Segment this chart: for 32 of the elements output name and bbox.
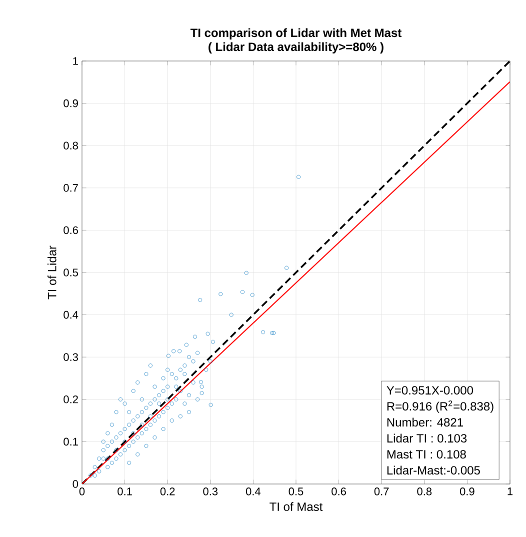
x-axis-title: TI of Mast bbox=[270, 502, 323, 511]
x-tick-label: 0.6 bbox=[332, 488, 346, 496]
annotation: Lidar TI : 0.103 bbox=[387, 434, 467, 443]
x-tick-label: 0.9 bbox=[460, 488, 474, 496]
y-tick-label: 0.7 bbox=[64, 184, 78, 192]
y-tick-label: 0.3 bbox=[64, 353, 78, 361]
x-tick-label: 0.1 bbox=[118, 488, 132, 496]
x-tick-label: 0 bbox=[79, 488, 85, 496]
x-tick-label: 0.4 bbox=[246, 488, 261, 496]
x-tick-label: 0.8 bbox=[417, 488, 432, 496]
y-tick-label: 0.9 bbox=[64, 99, 78, 108]
annotation: Mast TI : 0.108 bbox=[387, 450, 466, 459]
y-tick-label: 0.1 bbox=[64, 438, 78, 446]
y-tick-label: 0.8 bbox=[64, 142, 78, 150]
x-tick-label: 1 bbox=[508, 488, 513, 496]
y-tick-label: 0.4 bbox=[64, 310, 78, 319]
x-tick-label: 0.5 bbox=[288, 488, 304, 496]
x-tick-label: 0.7 bbox=[374, 488, 389, 496]
annotation: R=0.916 (R$^{2}$=0.838) bbox=[387, 400, 494, 413]
y-tick-label: 1 bbox=[73, 57, 78, 65]
y-tick-label: 0 bbox=[72, 480, 78, 488]
x-tick-label: 0.2 bbox=[160, 488, 175, 496]
y-axis-title: TI of Lidar bbox=[48, 246, 56, 300]
y-tick-label: 0.5 bbox=[64, 268, 78, 276]
annotation: Number: 4821 bbox=[387, 418, 463, 427]
annotation: Lidar-Mast:-0.005 bbox=[387, 466, 480, 475]
annotation: Y=0.951X-0.000 bbox=[386, 386, 474, 395]
chart-title: TI comparison of Lidar with Met Mast bbox=[190, 28, 402, 40]
y-tick-label: 0.6 bbox=[64, 226, 78, 234]
y-tick-label: 0.2 bbox=[64, 396, 78, 404]
chart-subtitle: ( Lidar Data availability>=80% ) bbox=[208, 42, 384, 54]
x-tick-label: 0.3 bbox=[203, 488, 218, 496]
